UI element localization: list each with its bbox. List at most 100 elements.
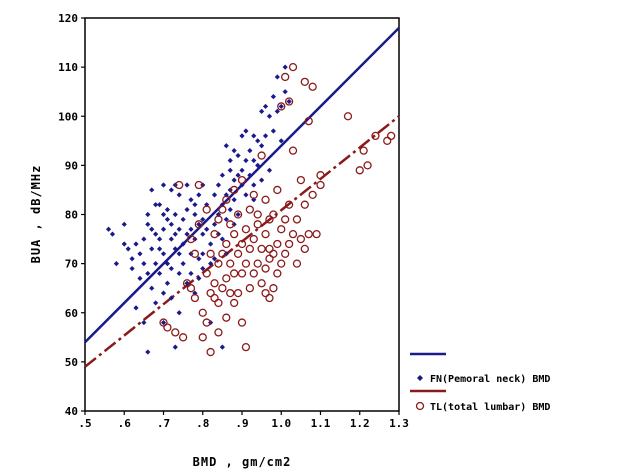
fn-data-point: [180, 261, 186, 267]
tl-data-point: [237, 239, 247, 249]
tl-data-point: [190, 249, 200, 258]
tl-data-point: [214, 215, 223, 224]
fn-data-point: [255, 138, 261, 144]
y-tick-label: 40: [65, 405, 78, 418]
tl-data-point: [210, 279, 219, 288]
tl-data-point: [304, 117, 313, 126]
tl-data-point: [273, 239, 282, 249]
tl-data-point: [277, 259, 286, 268]
fn-data-point: [160, 211, 167, 218]
fn-data-point: [133, 241, 139, 247]
tl-data-point: [253, 210, 262, 219]
y-tick-label: 100: [58, 110, 78, 123]
tl-data-point: [355, 166, 364, 175]
fn-data-point: [156, 246, 163, 252]
tl-data-point: [343, 112, 353, 121]
fn-data-point: [145, 211, 151, 218]
x-tick-label: .5: [78, 417, 91, 430]
fn-data-point: [270, 94, 276, 100]
fn-data-point: [211, 256, 218, 262]
tl-data-point: [241, 342, 251, 352]
x-axis-title: BMD , gm/cm2: [193, 455, 292, 469]
tl-data-point: [300, 200, 309, 209]
tl-data-point: [237, 318, 247, 327]
fn-data-point: [196, 275, 202, 281]
tl-data-point: [241, 225, 251, 234]
fn-data-point: [215, 182, 222, 188]
tl-data-point: [253, 259, 262, 268]
fn-data-point: [141, 236, 147, 242]
fn-data-point: [129, 256, 135, 262]
fn-data-point: [227, 206, 233, 213]
tl-data-point: [210, 293, 219, 303]
tl-data-point: [265, 244, 274, 254]
tl-data-point: [241, 259, 251, 268]
fn-data-point: [239, 167, 245, 173]
tl-data-point: [202, 269, 211, 278]
tl-data-point: [182, 279, 192, 288]
tl-data-point: [273, 185, 282, 195]
fn-data-point: [259, 108, 265, 114]
tl-data-point: [288, 62, 298, 72]
fn-data-point: [113, 261, 119, 267]
fn-data-point: [153, 202, 159, 208]
tl-data-point: [229, 298, 239, 308]
fn-data-point: [149, 187, 155, 193]
fn-data-point: [243, 128, 249, 134]
fn-data-point: [239, 133, 245, 139]
fn-data-point: [219, 172, 225, 178]
tl-fit-line: [84, 115, 400, 368]
fn-data-point: [192, 290, 198, 296]
tl-data-point: [226, 259, 235, 268]
y-tick-label: 90: [65, 159, 78, 172]
fn-data-point: [231, 177, 237, 183]
fn-data-point: [266, 167, 273, 173]
tl-data-point: [284, 97, 294, 106]
y-axis-title: BUA , dB/MHz: [29, 165, 43, 264]
fn-data-point: [282, 64, 288, 70]
fn-data-point: [160, 226, 167, 232]
fn-data-point: [145, 221, 151, 227]
fn-data-point: [184, 280, 190, 286]
fn-data-point: [235, 152, 241, 159]
tl-data-point: [296, 234, 306, 244]
tl-data-point: [218, 249, 227, 258]
tl-data-point: [253, 220, 262, 229]
tl-data-point: [194, 180, 203, 190]
tl-data-point: [292, 259, 302, 268]
fn-data-point: [251, 157, 257, 164]
fn-data-point: [121, 241, 127, 247]
fn-data-point: [223, 216, 229, 223]
fn-data-point: [231, 197, 237, 203]
fn-data-point: [172, 211, 178, 218]
tl-data-point: [245, 284, 255, 293]
fn-data-point: [168, 295, 174, 301]
y-tick-label: 80: [65, 209, 78, 222]
tl-data-point: [249, 190, 258, 200]
fn-data-point: [109, 231, 116, 237]
fn-data-point: [172, 344, 178, 350]
tl-data-point: [226, 220, 235, 229]
fn-data-point: [200, 265, 206, 272]
fn-data-point: [227, 167, 233, 173]
fn-data-point: [262, 133, 269, 139]
fn-data-point: [164, 206, 171, 213]
tl-data-point: [277, 225, 286, 234]
tl-data-point: [202, 318, 211, 327]
tl-data-point: [288, 146, 298, 155]
fn-data-point: [145, 349, 151, 355]
tl-data-point: [229, 229, 239, 239]
fn-data-point: [188, 270, 194, 277]
fn-data-point: [219, 236, 225, 242]
fn-data-point: [196, 192, 202, 198]
fn-data-point: [164, 280, 171, 286]
tl-data-point: [214, 328, 223, 337]
tl-data-point: [186, 284, 196, 293]
fn-data-point: [270, 128, 276, 134]
tl-data-point: [194, 220, 203, 229]
fn-data-point: [168, 265, 174, 272]
tl-data-point: [273, 269, 282, 278]
fn-data-point: [184, 182, 190, 188]
fn-data-point: [149, 226, 155, 232]
data-points: [105, 62, 396, 357]
